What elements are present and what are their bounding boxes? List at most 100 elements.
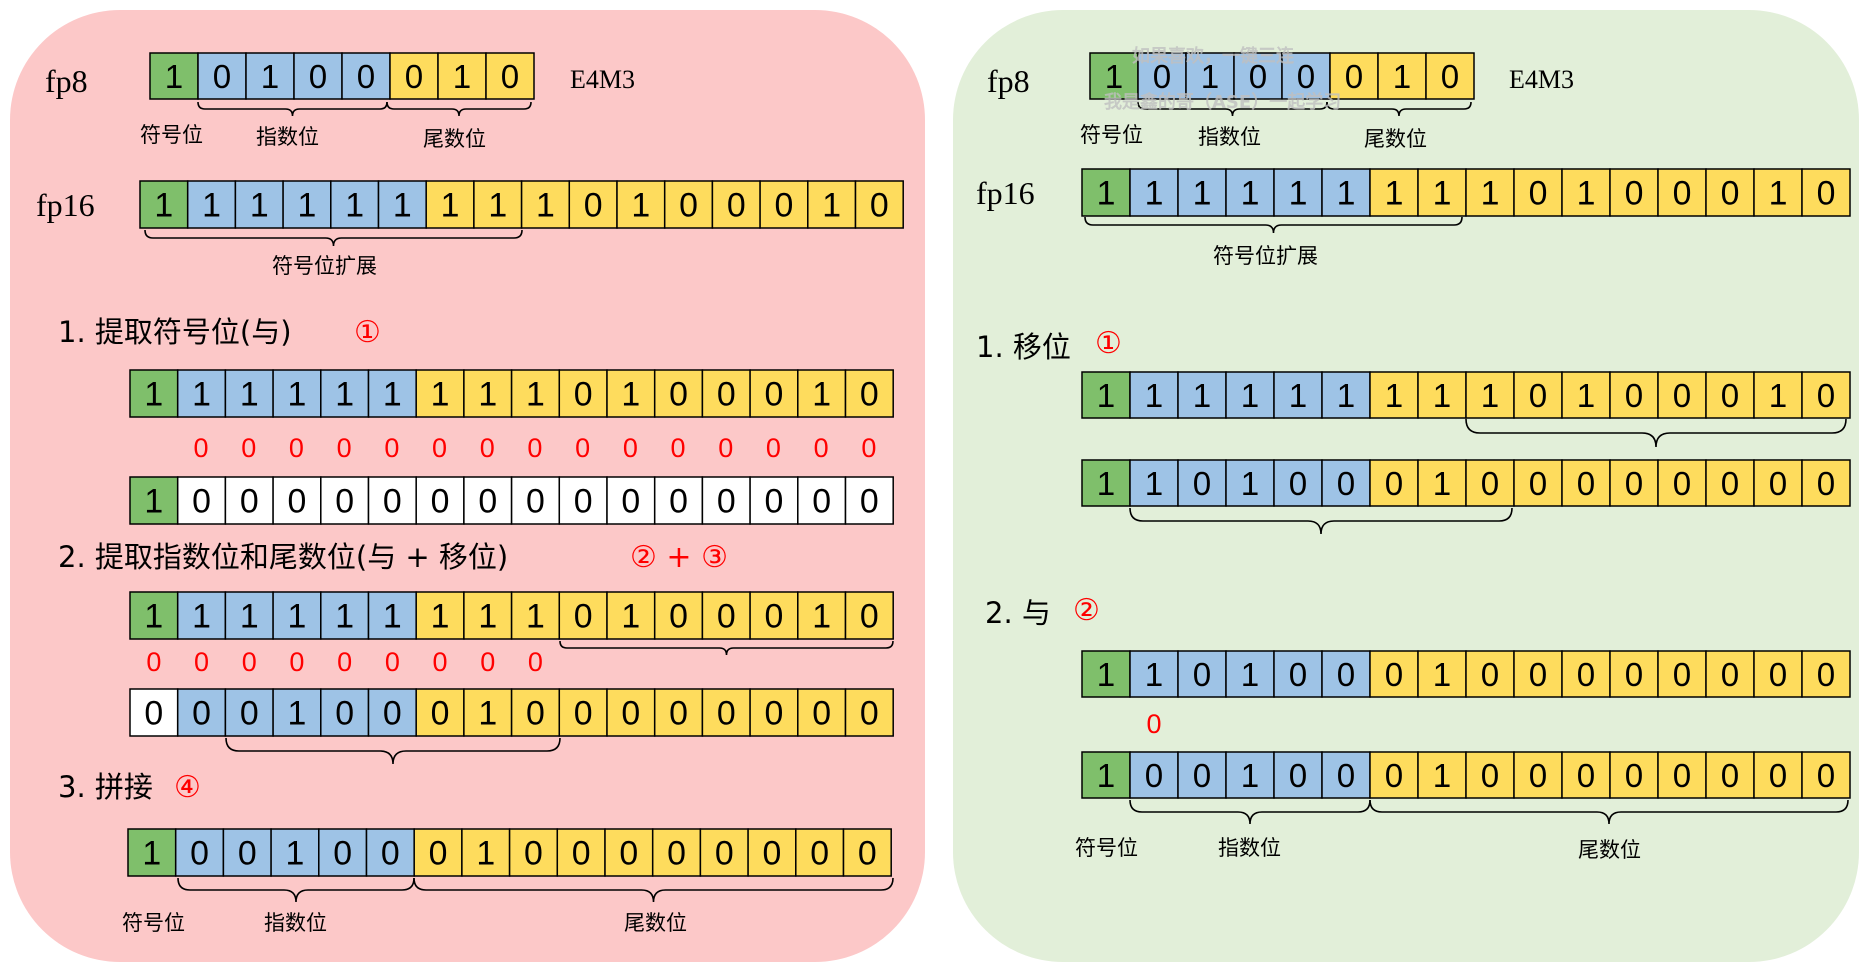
left-step3-result-bit-value: 0 (333, 835, 352, 873)
right-fp8-mantissa-brace (1326, 101, 1472, 117)
right-step1-result-bit-value: 0 (1193, 466, 1211, 503)
right-fp16-bit-cell (1081, 168, 1131, 217)
right-step1-result-bit-value: 0 (1721, 466, 1739, 503)
right-step2-input-bit-value: 1 (1241, 657, 1259, 694)
right-step1-result-bit-value: 1 (1097, 466, 1115, 503)
left-fp16-bit-value: 1 (441, 187, 460, 225)
right-step2-input-bit-value: 0 (1385, 657, 1403, 694)
right-step1-result-bit-cell (1129, 459, 1179, 507)
right-step1-input-bit-cell (1369, 371, 1419, 419)
right-result-sign-label: 符号位 (1075, 836, 1138, 860)
right-fp16-bit-cell (1801, 168, 1851, 217)
left-step2-mask-zero: 0 (242, 647, 257, 677)
left-fp16-bit-value: 1 (822, 187, 841, 225)
right-step1-input-bit-cell (1273, 371, 1323, 419)
left-step3-result-bit-value: 0 (667, 835, 686, 873)
left-step1-result-bit-value: 0 (478, 483, 497, 521)
left-step3-result-bit-value: 0 (524, 835, 543, 873)
left-fp8-bit-cell (437, 52, 487, 100)
left-step2-result-bit-value: 0 (240, 695, 259, 733)
left-step2-input-bit-value: 1 (288, 598, 307, 636)
right-fp8-exponent-brace (1137, 101, 1328, 117)
left-step2-shift-brace (225, 737, 561, 765)
left-fp8-bit-value: 0 (405, 59, 423, 96)
right-result-mantissa-brace (1369, 799, 1849, 825)
left-step1-mask: 0 0 0 0 0 0 0 0 0 0 0 0 0 0 0 (194, 433, 877, 463)
left-fp16-bit-cell (425, 180, 475, 229)
left-step2-input-bit-value: 1 (240, 598, 259, 636)
left-step3-result-bit-value: 1 (286, 835, 305, 873)
right-step1-result-bit-value: 0 (1289, 466, 1307, 503)
left-step1-mask-zero: 0 (766, 433, 781, 463)
right-step1-result-bit-value: 0 (1625, 466, 1643, 503)
right-step1-result-bit-cell (1225, 459, 1275, 507)
right-step2-input-bit-value: 1 (1097, 657, 1115, 694)
left-fp16-bit-cell (807, 180, 857, 229)
left-step1-mask-zero: 0 (718, 433, 733, 463)
right-step1-input-bit-value: 1 (1337, 378, 1355, 415)
left-step3-braces (177, 877, 894, 903)
left-fp16-bit-value: 0 (775, 187, 794, 225)
left-step2-result-bit-value: 1 (478, 695, 497, 733)
right-step2-input-bit-cell (1513, 650, 1563, 698)
right-step2-input-bit-cell (1465, 650, 1515, 698)
left-step1-input-bit-value: 0 (765, 376, 784, 414)
left-step1-mask-zero: 0 (575, 433, 590, 463)
right-fp8-bit-value: 0 (1345, 59, 1363, 96)
right-fp16-bit-value: 1 (1289, 175, 1308, 213)
left-step1-input-bit-cell (558, 369, 608, 418)
right-fp16-bit-value: 1 (1481, 175, 1500, 213)
left-fp16-bit-value: 1 (202, 187, 221, 225)
left-step2-input-bit-cell (272, 591, 322, 640)
left-step2-input-bit-value: 1 (383, 598, 402, 636)
right-step2-result-bit-value: 0 (1385, 758, 1403, 795)
left-step3-result-bit-cell (222, 828, 272, 877)
right-step1-result-bit-cell (1561, 459, 1611, 507)
left-fp16-bit-value: 1 (488, 187, 507, 225)
right-fp8-bit-value: 0 (1441, 59, 1459, 96)
right-step2-result-bit-cell (1225, 751, 1275, 799)
right-fp8-bit-value: 0 (1249, 59, 1267, 96)
left-step1-input-bit-value: 1 (144, 376, 163, 414)
left-step2-result-bit-cell (463, 688, 513, 737)
right-step1-input-bit-value: 0 (1673, 378, 1691, 415)
left-step1-input-bit-cell (129, 369, 179, 418)
right-fp16-bit-value: 1 (1097, 175, 1116, 213)
left-fp8-exponent-label: 指数位 (256, 125, 319, 149)
left-fp8-bit-value: 0 (309, 59, 327, 96)
left-step2-result-bit-cell (510, 688, 561, 737)
right-step2-input-bit-value: 0 (1721, 657, 1739, 694)
left-step1-input-bit-cell (844, 369, 894, 418)
left-step3-result-bit-value: 0 (715, 835, 734, 873)
left-step3-result-bit-value: 0 (858, 835, 877, 873)
right-fp16-bit-value: 1 (1337, 175, 1356, 213)
left-step1-input-bit-cell (797, 369, 847, 418)
left-step3-result-bit-value: 1 (476, 835, 495, 873)
right-step2-result-bit-value: 1 (1241, 758, 1259, 795)
right-step1-result-bit-value: 0 (1577, 466, 1595, 503)
left-step1-result-bit-cell (320, 476, 370, 525)
left-sign-extend-brace-path (144, 229, 523, 247)
left-fp8-bit-value: 0 (213, 59, 231, 96)
right-result-exponent-brace (1129, 799, 1371, 825)
right-step2-mask: 0 (1146, 709, 1161, 739)
left-step2-input-bit-value: 1 (478, 598, 497, 636)
left-step3-result-bit-cell (795, 828, 845, 877)
right-result-mantissa-label: 尾数位 (1578, 838, 1641, 862)
left-step2-result-bit-cell (749, 688, 799, 737)
left-step3-result-bit-cell (604, 828, 654, 877)
left-fp8-bit-cell (389, 52, 439, 100)
left-step3-heading: 3. 拼接 (58, 770, 153, 804)
right-fp16-bit-value: 1 (1769, 175, 1788, 213)
right-step1-input-bit-cell (1129, 371, 1179, 419)
right-step1-result-bit-cell (1081, 459, 1131, 507)
right-step1-input-bit-cell (1561, 371, 1611, 419)
left-fp8-bit-value: 1 (261, 59, 279, 96)
left-step2-input-bit-cell (463, 591, 513, 640)
